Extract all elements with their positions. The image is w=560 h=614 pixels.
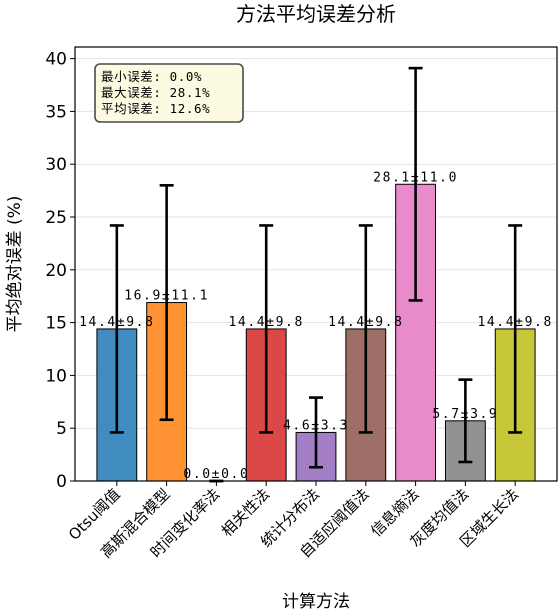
- y-tick-label: 40: [45, 50, 67, 70]
- data-label: 0.0±0.0: [183, 467, 249, 482]
- stats-max-error: 最大误差: 28.1%: [101, 85, 210, 100]
- error-bar: [458, 378, 473, 464]
- error-bar: [109, 224, 124, 434]
- y-tick-label: 0: [56, 472, 67, 492]
- y-tick-label: 30: [45, 155, 67, 175]
- error-bars: [109, 66, 523, 483]
- stats-min-error: 最小误差: 0.0%: [101, 69, 202, 84]
- y-tick-label: 5: [56, 419, 67, 439]
- error-bar: [159, 184, 174, 422]
- error-bar: [358, 224, 373, 434]
- y-tick-label: 10: [45, 366, 67, 386]
- error-bar: [508, 224, 523, 434]
- y-tick-label: 15: [45, 314, 67, 334]
- error-bar: [408, 66, 423, 302]
- stats-box: [94, 63, 244, 123]
- y-axis-label: 平均绝对误差 (%): [5, 196, 25, 333]
- x-axis-label: 计算方法: [282, 592, 350, 612]
- error-bar: [309, 396, 323, 469]
- x-axis-ticks: Otsu阈值高斯混合模型时间变化率法相关性法统计分布法自适应阈值法信息熵法灰度均…: [65, 481, 522, 561]
- y-tick-label: 20: [45, 261, 67, 281]
- y-axis-ticks: 0 5 10 15 20 25 30 35 40: [45, 50, 75, 492]
- stats-mean-error: 平均误差: 12.6%: [101, 101, 210, 116]
- chart-title: 方法平均误差分析: [236, 2, 396, 26]
- y-tick-label: 25: [45, 208, 67, 228]
- y-tick-label: 35: [45, 102, 67, 122]
- stats-annotation: 最小误差: 0.0% 最大误差: 28.1% 平均误差: 12.6%: [94, 63, 244, 123]
- error-bar: [259, 224, 274, 434]
